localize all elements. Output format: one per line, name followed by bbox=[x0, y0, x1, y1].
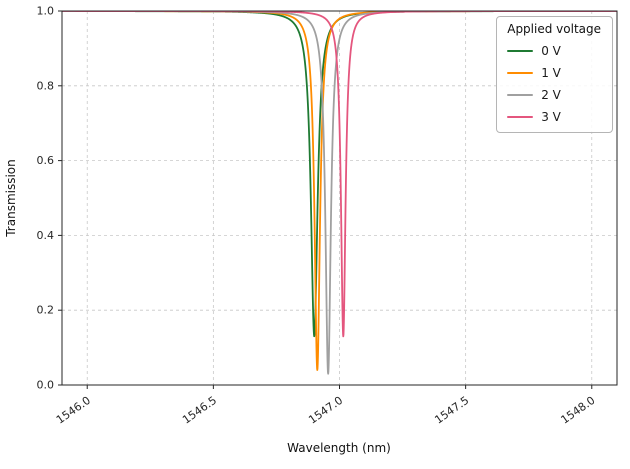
legend-label: 0 V bbox=[541, 44, 561, 58]
legend-item-0v: 0 V bbox=[507, 44, 601, 58]
x-tick-label: 1546.5 bbox=[180, 394, 219, 427]
legend-item-3v: 3 V bbox=[507, 110, 601, 124]
x-axis-label: Wavelength (nm) bbox=[287, 441, 391, 455]
legend-line-sample bbox=[507, 49, 534, 53]
y-tick-label: 0.6 bbox=[37, 154, 55, 167]
y-tick-label: 0.0 bbox=[37, 379, 55, 392]
x-tick-label: 1547.0 bbox=[306, 394, 345, 427]
legend-line-sample bbox=[507, 93, 534, 97]
legend-label: 1 V bbox=[541, 66, 561, 80]
x-tick-label: 1547.5 bbox=[432, 394, 471, 427]
legend-label: 2 V bbox=[541, 88, 561, 102]
x-tick-label: 1548.0 bbox=[558, 394, 597, 427]
legend-line-sample bbox=[507, 115, 534, 119]
legend: Applied voltage 0 V 1 V 2 V 3 V bbox=[496, 16, 613, 133]
y-tick-label: 1.0 bbox=[37, 5, 55, 18]
y-axis-label: Transmission bbox=[4, 159, 18, 238]
legend-item-2v: 2 V bbox=[507, 88, 601, 102]
legend-title: Applied voltage bbox=[507, 22, 601, 36]
x-tick-label: 1546.0 bbox=[54, 394, 93, 427]
y-tick-label: 0.4 bbox=[37, 229, 55, 242]
y-tick-label: 0.2 bbox=[37, 304, 55, 317]
y-tick-label: 0.8 bbox=[37, 79, 55, 92]
legend-items: 0 V 1 V 2 V 3 V bbox=[507, 44, 601, 124]
legend-item-1v: 1 V bbox=[507, 66, 601, 80]
legend-line-sample bbox=[507, 71, 534, 75]
legend-label: 3 V bbox=[541, 110, 561, 124]
